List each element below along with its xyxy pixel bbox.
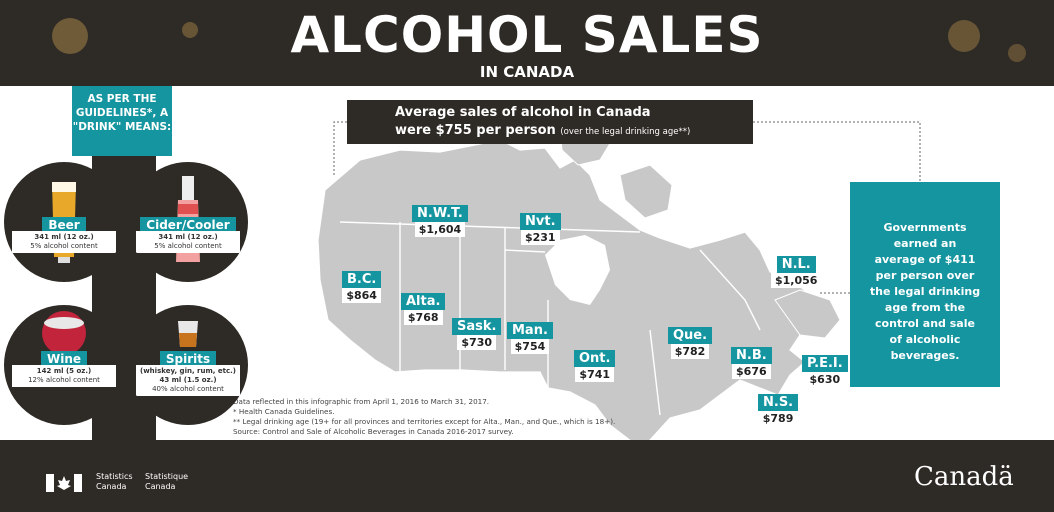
province-name: N.S. [758,394,799,411]
drink-alcohol: 5% alcohol content [30,242,98,250]
province-que: Que. $782 [668,324,713,359]
drink-size: 341 ml (12 oz.) [34,233,94,241]
province-value: $741 [575,367,615,382]
page-title: ALCOHOL SALES [290,6,764,64]
drink-details: 341 ml (12 oz.) 5% alcohol content [136,231,240,253]
drink-size: 142 ml (5 oz.) [36,367,92,375]
province-sask: Sask. $730 [452,315,502,350]
drink-details: 142 ml (5 oz.) 12% alcohol content [12,365,116,387]
drink-type: (whiskey, gin, rum, etc.) [140,367,236,375]
drink-name: Spirits [159,351,217,367]
guidelines-text: AS PER THE GUIDELINES*, A "DRINK" MEANS: [72,93,172,133]
footnote: Data reflected in this infographic from … [233,397,490,406]
drink-name: Wine [40,351,88,367]
footnote: * Health Canada Guidelines. [233,407,335,416]
province-man: Man. $754 [507,319,553,354]
bokeh-light [52,18,88,54]
statcan-en-line1: Statistics [96,472,133,481]
footer-bar: Statistics Canada Statistique Canada Can… [0,440,1054,512]
drink-alcohol: 40% alcohol content [152,385,224,393]
province-nwt: N.W.T. $1,604 [412,202,468,237]
cider-circle: Cider/Cooler 341 ml (12 oz.) 5% alcohol … [128,162,248,282]
province-ont: Ont. $741 [574,347,616,382]
average-line1: Average sales of alcohol in Canada [395,105,651,120]
header-banner: ALCOHOL SALES IN CANADA [0,0,1054,86]
drink-alcohol: 12% alcohol content [28,376,100,384]
drink-alcohol: 5% alcohol content [154,242,222,250]
wine-glass-icon [42,311,86,355]
average-sales-box: Average sales of alcohol in Canada were … [347,100,753,144]
average-note: (over the legal drinking age**) [560,127,691,137]
drink-details: 341 ml (12 oz.) 5% alcohol content [12,231,116,253]
province-value: $768 [403,310,443,325]
province-nl: N.L. $1,056 [771,253,822,288]
province-name: N.W.T. [412,205,468,222]
drink-size: 341 ml (12 oz.) [158,233,218,241]
province-pei: P.E.I. $630 [802,352,848,387]
province-name: N.L. [776,256,816,273]
drink-details: (whiskey, gin, rum, etc.) 43 ml (1.5 oz.… [136,365,240,396]
average-value: were $755 per person [395,123,556,138]
government-earnings-box: Governments earned an average of $411 pe… [850,182,1000,387]
province-name: Sask. [452,318,502,335]
footnote: ** Legal drinking age (19+ for all provi… [233,417,616,426]
statcan-fr: Statistique Canada [145,472,188,492]
province-name: Que. [668,327,713,344]
province-name: Nvt. [520,213,561,230]
province-nb: N.B. $676 [731,344,772,379]
province-value: $1,604 [414,222,466,237]
province-value: $754 [510,339,550,354]
province-name: B.C. [342,271,382,288]
drink-size: 43 ml (1.5 oz.) [159,376,217,384]
province-value: $231 [520,230,560,245]
province-value: $864 [342,288,381,303]
province-ns: N.S. $789 [758,391,799,426]
canada-wordmark: Canadä [914,462,1014,492]
statcan-en: Statistics Canada [96,472,133,492]
province-name: Man. [507,322,553,339]
footnotes: Data reflected in this infographic from … [233,397,615,437]
statcan-fr-line2: Canada [145,482,176,491]
province-value: $730 [457,335,497,350]
drink-name: Beer [42,217,86,233]
bokeh-light [948,20,980,52]
bokeh-light [1008,44,1026,62]
province-value: $676 [732,364,771,379]
drink-name: Cider/Cooler [140,217,236,233]
wine-circle: Wine 142 ml (5 oz.) 12% alcohol content [4,305,124,425]
statcan-fr-line1: Statistique [145,472,189,481]
province-bc: B.C. $864 [342,268,382,303]
average-line2: were $755 per person (over the legal dri… [395,122,753,141]
spirits-circle: Spirits (whiskey, gin, rum, etc.) 43 ml … [128,305,248,425]
footnote: Source: Control and Sale of Alcoholic Be… [233,427,514,436]
statcan-en-line2: Canada [96,482,127,491]
page-subtitle: IN CANADA [479,63,575,81]
province-value: $782 [670,344,710,359]
guidelines-heading: AS PER THE GUIDELINES*, A "DRINK" MEANS: [72,86,172,156]
bokeh-light [182,22,198,38]
spirits-glass-icon [178,321,198,347]
province-alta: Alta. $768 [401,290,446,325]
province-value: $630 [805,372,845,387]
government-text: Governments earned an average of $411 pe… [869,221,981,362]
canada-flag-icon [46,474,82,492]
province-nvt: Nvt. $231 [520,210,561,245]
province-name: Alta. [401,293,446,310]
province-name: N.B. [731,347,772,364]
province-value: $789 [758,411,798,426]
province-name: P.E.I. [802,355,848,372]
province-value: $1,056 [771,273,822,288]
beer-circle: Beer 341 ml (12 oz.) 5% alcohol content [4,162,124,282]
province-name: Ont. [574,350,616,367]
